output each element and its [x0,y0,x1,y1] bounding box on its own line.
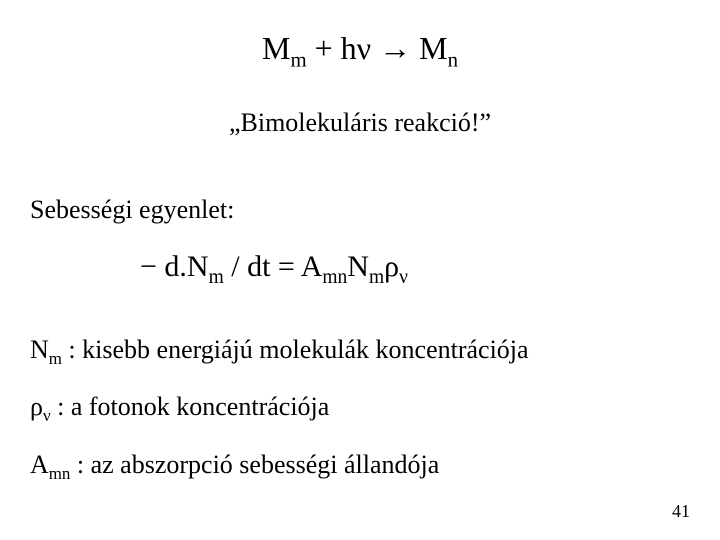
eq1-n-sub: n [448,48,458,71]
rho-symbol: ρ [30,392,43,421]
eq1-nu: ν [357,30,371,66]
eq2-neg-dN: − d.N [140,250,209,283]
eq1-arrow: → [371,30,419,66]
eq2-N: N [347,250,369,283]
eq1-m-sub: m [290,48,306,71]
rho-nu-sub: ν [43,406,51,425]
eq2-nu-sub: ν [399,267,408,288]
page-number: 41 [672,501,690,522]
amn-sub: mn [49,464,71,483]
definition-amn: Amn : az abszorpció sebességi állandója [30,450,439,484]
equation-2: − d.Nm / dt = AmnNmρν [140,250,408,289]
nm-text: : kisebb energiájú molekulák koncentráci… [62,335,529,364]
caption: „Bimolekuláris reakció!” [229,108,491,138]
rate-equation-label: Sebességi egyenlet: [30,195,234,225]
eq1-plus-h: + h [307,30,357,66]
definition-nm: Nm : kisebb energiájú molekulák koncentr… [30,335,529,369]
amn-text: : az abszorpció sebességi állandója [70,450,439,479]
eq1-M2: M [419,30,447,66]
definition-rho: ρν : a fotonok koncentrációja [30,392,329,426]
eq1-M1: M [262,30,290,66]
eq2-m-sub2: m [369,267,384,288]
amn-symbol: A [30,450,49,479]
eq2-over-dt-eq-A: / dt = A [224,250,323,283]
eq2-m-sub: m [209,267,224,288]
rho-text: : a fotonok koncentrációja [51,392,330,421]
equation-1: Mm + hν → Mn [262,30,458,72]
eq2-rho: ρ [384,250,399,283]
eq2-mn-sub: mn [322,267,347,288]
nm-symbol: N [30,335,49,364]
nm-sub: m [49,349,62,368]
